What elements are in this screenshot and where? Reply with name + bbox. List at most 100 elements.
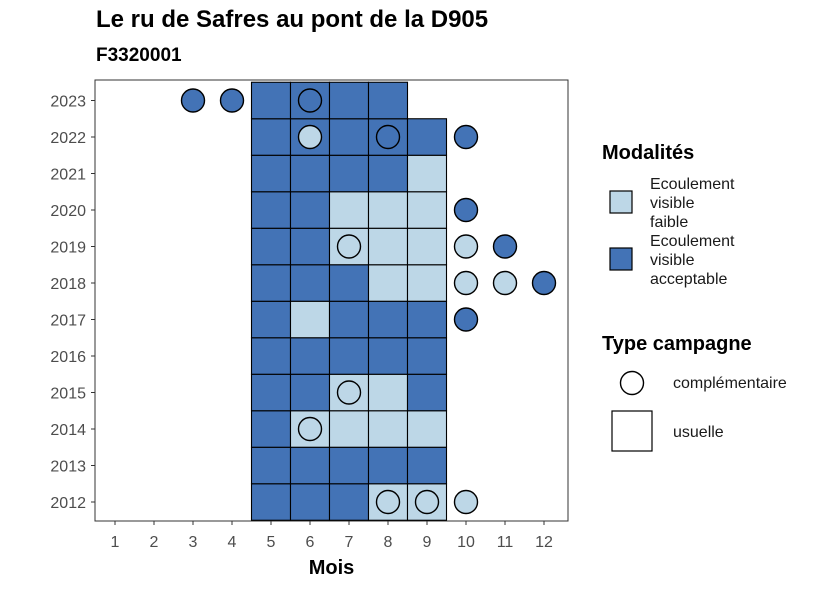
y-tick-label-2019: 2019 [50, 240, 86, 257]
tile-2015-5 [250, 373, 292, 412]
legend-key-acceptable [609, 247, 633, 271]
tile-2015-8 [367, 373, 409, 412]
legend-item-faible-label: Ecoulement visible faible [650, 176, 735, 231]
y-tick-label-2014: 2014 [50, 422, 86, 439]
tile-2021-8 [367, 154, 409, 193]
chart-title: Le ru de Safres au pont de la D905 [96, 6, 489, 33]
tile-2020-5 [250, 191, 292, 229]
point-2020-10 [453, 197, 479, 223]
y-tick-label-2018: 2018 [50, 276, 86, 293]
tile-2018-7 [328, 264, 370, 302]
tile-2018-8 [367, 264, 409, 302]
point-2023-6 [297, 88, 323, 113]
tile-2012-7 [328, 483, 370, 521]
tile-2015-6 [289, 373, 331, 412]
legend-key-faible [609, 190, 633, 214]
x-tick-label-10: 10 [457, 534, 475, 551]
x-tick-label-5: 5 [267, 534, 276, 551]
tile-2014-9 [406, 410, 448, 448]
tile-2013-6 [289, 446, 331, 485]
legend-item-complementaire-label: complémentaire [673, 375, 787, 392]
tile-2014-8 [367, 410, 409, 448]
point-2019-7 [336, 234, 362, 259]
point-2019-11 [492, 234, 518, 259]
y-tick-label-2012: 2012 [50, 495, 86, 512]
point-2022-8 [375, 124, 401, 150]
legend-key-usuelle [611, 410, 653, 452]
point-2018-12 [531, 270, 557, 296]
tile-2018-9 [406, 264, 448, 302]
tile-2021-7 [328, 154, 370, 193]
tile-2019-8 [367, 227, 409, 266]
tile-2020-9 [406, 191, 448, 229]
tile-2022-9 [406, 118, 448, 156]
x-tick-label-12: 12 [535, 534, 553, 551]
x-tick-label-7: 7 [345, 534, 354, 551]
tile-2020-8 [367, 191, 409, 229]
point-2018-11 [492, 270, 518, 296]
point-2018-10 [453, 270, 479, 296]
y-tick-label-2016: 2016 [50, 349, 86, 366]
tile-2016-9 [406, 337, 448, 375]
point-2012-10 [453, 489, 479, 515]
tile-2017-6 [289, 300, 331, 339]
x-tick-label-6: 6 [306, 534, 315, 551]
tile-2020-6 [289, 191, 331, 229]
point-2017-10 [453, 307, 479, 332]
tile-2019-6 [289, 227, 331, 266]
tile-2017-9 [406, 300, 448, 339]
point-2019-10 [453, 234, 479, 259]
point-2012-9 [414, 489, 440, 515]
tile-2022-5 [250, 118, 292, 156]
tile-2023-7 [328, 81, 370, 120]
legend-modalites-title: Modalités [602, 142, 695, 164]
y-tick-label-2023: 2023 [50, 94, 86, 111]
legend-item-acceptable-label: Ecoulement visible acceptable [650, 233, 735, 288]
tile-2013-9 [406, 446, 448, 485]
plot-panel [94, 79, 569, 522]
legend-item-usuelle-label: usuelle [673, 424, 724, 441]
tile-2021-6 [289, 154, 331, 193]
y-tick-label-2017: 2017 [50, 313, 86, 330]
tile-2021-9 [406, 154, 448, 193]
tile-2013-5 [250, 446, 292, 485]
tile-2018-6 [289, 264, 331, 302]
tile-2016-5 [250, 337, 292, 375]
point-2022-10 [453, 124, 479, 150]
tile-2016-6 [289, 337, 331, 375]
x-tick-label-3: 3 [189, 534, 198, 551]
point-2023-3 [180, 88, 206, 113]
tile-2021-5 [250, 154, 292, 193]
tile-2020-7 [328, 191, 370, 229]
y-tick-label-2021: 2021 [50, 167, 86, 184]
tile-2014-5 [250, 410, 292, 448]
tile-2019-9 [406, 227, 448, 266]
point-2012-8 [375, 489, 401, 515]
legend-campagne-title: Type campagne [602, 333, 752, 355]
legend-key-complementaire [619, 370, 645, 396]
point-2022-6 [297, 124, 323, 150]
tile-2017-5 [250, 300, 292, 339]
point-2014-6 [297, 416, 323, 442]
tile-2017-8 [367, 300, 409, 339]
tile-2023-8 [367, 81, 409, 120]
chart-subtitle: F3320001 [96, 45, 182, 66]
tile-2017-7 [328, 300, 370, 339]
x-tick-label-8: 8 [384, 534, 393, 551]
tile-2022-7 [328, 118, 370, 156]
x-tick-label-11: 11 [497, 534, 514, 551]
x-tick-label-2: 2 [150, 534, 159, 551]
point-2015-7 [336, 380, 362, 405]
y-tick-label-2022: 2022 [50, 130, 86, 147]
x-axis-title: Mois [309, 557, 355, 579]
tile-2023-5 [250, 81, 292, 120]
x-tick-label-9: 9 [423, 534, 432, 551]
tile-2016-8 [367, 337, 409, 375]
tile-2014-7 [328, 410, 370, 448]
tile-2018-5 [250, 264, 292, 302]
tile-2013-8 [367, 446, 409, 485]
x-tick-label-4: 4 [228, 534, 237, 551]
tile-2012-5 [250, 483, 292, 521]
tile-2012-6 [289, 483, 331, 521]
